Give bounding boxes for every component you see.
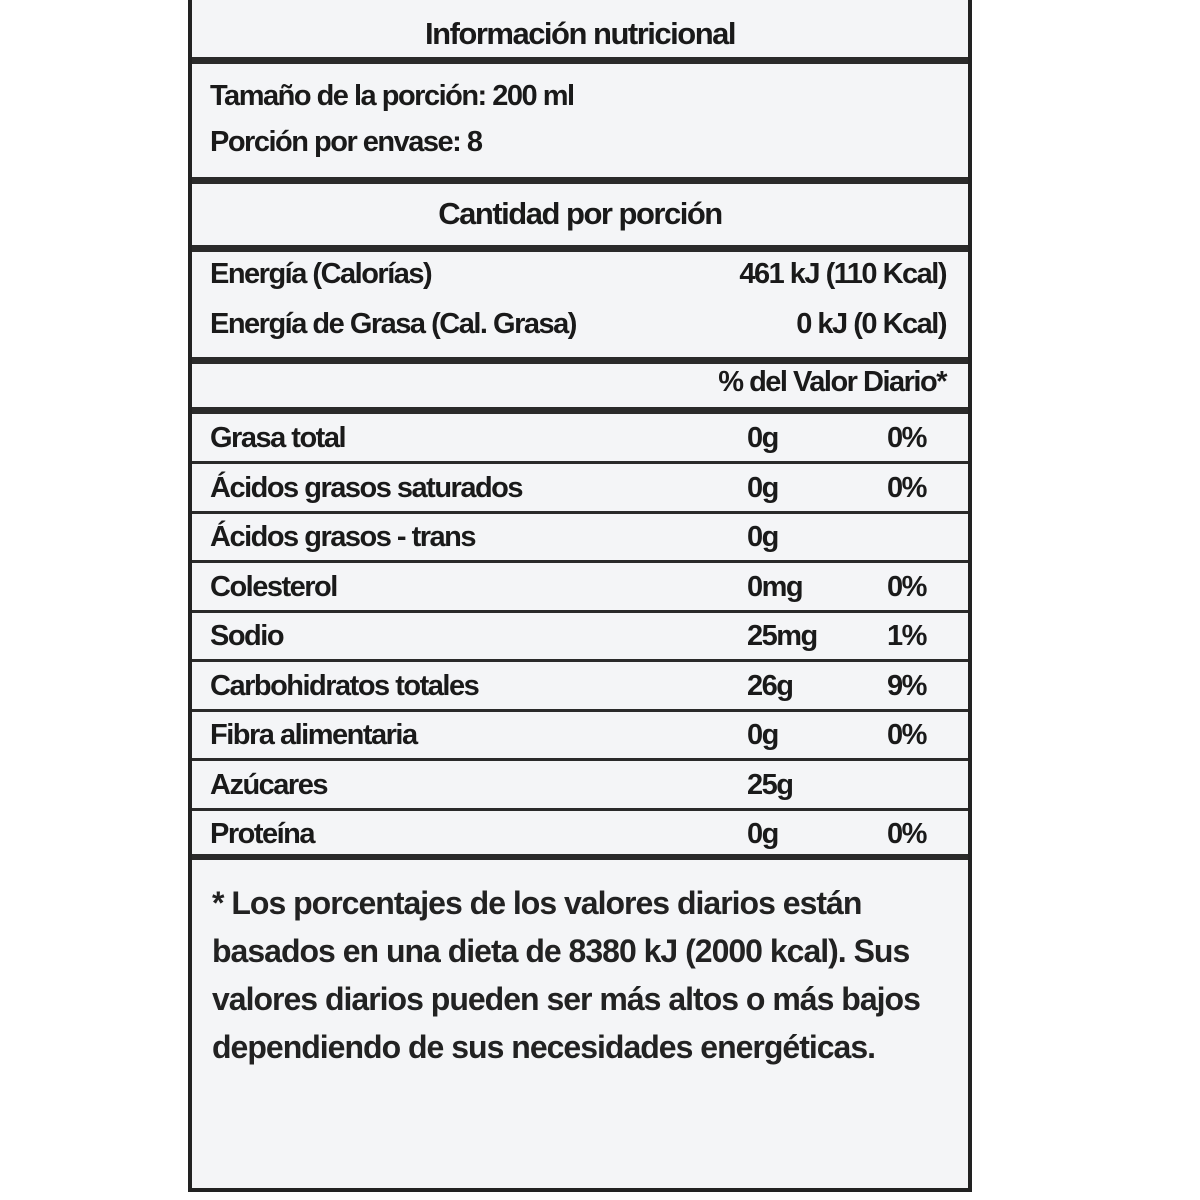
nutrient-name: Azúcares xyxy=(210,768,328,801)
energy-value: 461 kJ (110 Kcal) xyxy=(739,258,947,290)
nutrient-dv: 0% xyxy=(887,818,927,850)
nutrient-name: Sodio xyxy=(210,620,285,652)
footnote: * Los porcentajes de los valores diarios… xyxy=(212,885,921,1065)
nutrient-amount: 0mg xyxy=(747,570,804,603)
fat-energy-row: Energía de Grasa (Cal. Grasa) 0 kJ (0 Kca… xyxy=(210,308,947,341)
nutrient-amount: 0g xyxy=(747,719,779,751)
nutrient-dv: 0% xyxy=(887,422,927,454)
nutrient-dv: 0% xyxy=(887,719,927,751)
fat-energy-value: 0 kJ (0 Kcal) xyxy=(796,308,947,340)
nutrient-row: Sodio 25mg 1% xyxy=(192,612,968,662)
nutrient-name: Proteína xyxy=(210,818,316,850)
serving-size: Tamaño de la porción: 200 ml xyxy=(210,80,575,112)
amount-header: Cantidad por porción xyxy=(192,184,968,252)
nutrient-amount: 0g xyxy=(747,521,779,553)
divider xyxy=(192,854,968,860)
nutrient-dv: 1% xyxy=(887,620,927,652)
nutrient-dv: 0% xyxy=(887,570,927,603)
nutrient-name: Colesterol xyxy=(210,570,338,603)
nutrient-amount: 0g xyxy=(747,471,779,504)
nutrient-row: Azúcares 25g xyxy=(192,761,968,811)
dv-header-section: % del Valor Diario* xyxy=(192,364,968,414)
nutrient-name: Carbohidratos totales xyxy=(210,669,480,702)
nutrient-name: Ácidos grasos saturados xyxy=(210,471,524,504)
serving-section: Tamaño de la porción: 200 ml Porción por… xyxy=(192,64,968,184)
nutrient-row: Fibra alimentaria 0g 0% xyxy=(192,711,968,761)
nutrient-name: Grasa total xyxy=(210,422,347,454)
nutrient-row: Grasa total 0g 0% xyxy=(192,414,968,464)
nutrient-row: Ácidos grasos saturados 0g 0% xyxy=(192,464,968,514)
nutrient-amount: 25g xyxy=(747,768,794,801)
label-title: Información nutricional xyxy=(192,0,968,64)
nutrient-amount: 26g xyxy=(747,669,794,702)
servings-per-container: Porción por envase: 8 xyxy=(210,126,483,158)
nutrient-row: Proteína 0g 0% xyxy=(192,810,968,860)
nutrient-name: Ácidos grasos - trans xyxy=(210,521,477,553)
nutrition-label: Información nutricional Tamaño de la por… xyxy=(188,0,972,1192)
nutrient-name: Fibra alimentaria xyxy=(210,719,418,751)
energy-row: Energía (Calorías) 461 kJ (110 Kcal) xyxy=(210,258,947,291)
nutrient-row: Colesterol 0mg 0% xyxy=(192,563,968,613)
nutrient-row: Ácidos grasos - trans 0g xyxy=(192,513,968,563)
nutrient-dv: 0% xyxy=(887,471,927,504)
fat-energy-label: Energía de Grasa (Cal. Grasa) xyxy=(210,308,577,340)
dv-header: % del Valor Diario* xyxy=(718,366,947,398)
energy-label: Energía (Calorías) xyxy=(210,258,433,290)
energy-section: Energía (Calorías) 461 kJ (110 Kcal) Ener… xyxy=(192,252,968,364)
nutrient-amount: 0g xyxy=(747,818,779,850)
nutrient-amount: 0g xyxy=(747,422,779,454)
nutrient-amount: 25mg xyxy=(747,620,818,652)
nutrient-row: Carbohidratos totales 26g 9% xyxy=(192,662,968,712)
nutrient-dv: 9% xyxy=(887,669,927,702)
